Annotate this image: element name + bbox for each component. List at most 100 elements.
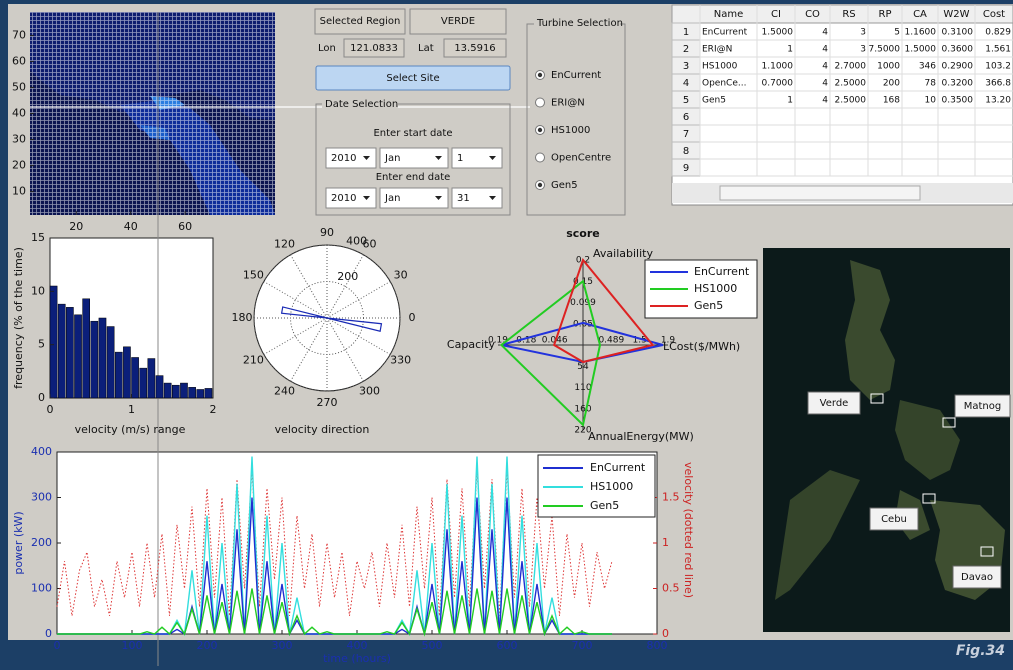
bar: [180, 383, 187, 398]
y-tick-label: 300: [31, 491, 52, 504]
row-number: 9: [683, 163, 689, 174]
y-tick-label: 40: [12, 107, 26, 120]
radio-label[interactable]: HS1000: [551, 125, 590, 136]
cell: 0.7000: [762, 79, 794, 89]
cell: 5: [894, 28, 900, 38]
radar-axis-name: AnnualEnergy(MW): [588, 430, 694, 443]
cell: 2.5000: [835, 79, 867, 89]
radio[interactable]: [536, 98, 545, 107]
cell: 0.3200: [942, 79, 974, 89]
y-tick-label: 400: [31, 445, 52, 458]
lat-label: Lat: [418, 43, 434, 54]
radio-dot[interactable]: [538, 183, 542, 187]
radio-dot[interactable]: [538, 128, 542, 132]
angle-label: 240: [274, 385, 295, 398]
place-label[interactable]: Matnog: [964, 401, 1001, 412]
x-tick-label: 600: [497, 639, 518, 652]
angle-label: 180: [232, 311, 253, 324]
radar-tick-label: 220: [574, 426, 591, 436]
radar-title: score: [566, 227, 600, 240]
angle-label: 60: [363, 237, 377, 250]
y2-tick-label: 0.5: [662, 582, 680, 595]
dropdown-value[interactable]: 2010: [331, 153, 356, 164]
cell: 1.5000: [905, 45, 937, 55]
cell: 0.3600: [942, 45, 974, 55]
dropdown-value[interactable]: 31: [457, 193, 470, 204]
cell: 2.5000: [835, 96, 867, 106]
bar: [172, 385, 179, 398]
bar: [123, 347, 130, 398]
dropdown-value[interactable]: 2010: [331, 193, 356, 204]
cell: ERI@N: [702, 45, 732, 55]
y-tick-label: 0: [38, 391, 45, 404]
place-label[interactable]: Cebu: [881, 514, 907, 525]
column-header: CO: [805, 9, 820, 20]
radio-label[interactable]: Gen5: [551, 180, 578, 191]
column-header: Cost: [983, 9, 1005, 20]
bar: [107, 327, 114, 398]
x-tick-label: 0: [47, 403, 54, 416]
column-header: RS: [842, 9, 855, 20]
cell: 168: [883, 96, 900, 106]
angle-label: 330: [390, 354, 411, 367]
angle-label: 90: [320, 226, 334, 239]
row-number: 8: [683, 146, 689, 157]
x-label: velocity direction: [275, 423, 370, 436]
radio-label[interactable]: OpenCentre: [551, 153, 611, 164]
y-tick-label: 60: [12, 54, 26, 67]
start-label: Enter start date: [373, 128, 452, 139]
cell: 0.3100: [942, 28, 974, 38]
x-tick-label: 40: [124, 220, 138, 233]
dropdown-value[interactable]: 1: [457, 153, 463, 164]
matlab-gui: Selected Region VERDE Lon 121.0833 Lat 1…: [0, 0, 1013, 666]
cell: 1.5000: [762, 28, 794, 38]
region-value: VERDE: [441, 16, 475, 27]
radio-label[interactable]: ERI@N: [551, 98, 585, 109]
bar: [91, 321, 98, 398]
dropdown-value[interactable]: Jan: [384, 193, 400, 204]
cell: 1: [787, 45, 793, 55]
bar: [189, 387, 196, 398]
cell: 4: [822, 62, 828, 72]
y-tick-label: 100: [31, 582, 52, 595]
bar: [99, 318, 106, 398]
scroll-thumb[interactable]: [720, 186, 920, 200]
lon-value: 121.0833: [350, 43, 398, 54]
bar: [197, 389, 204, 398]
dropdown-value[interactable]: Jan: [384, 153, 400, 164]
button-label[interactable]: Select Site: [386, 73, 439, 84]
lat-value: 13.5916: [454, 43, 495, 54]
y-tick-label: 70: [12, 28, 26, 41]
radar-tick-label: 160: [574, 404, 591, 414]
y-tick-label: 20: [12, 159, 26, 172]
place-label[interactable]: Verde: [820, 398, 849, 409]
y-tick-label: 10: [31, 284, 45, 297]
y-tick-label: 15: [31, 231, 45, 244]
radio-label[interactable]: EnCurrent: [551, 70, 601, 81]
radio-dot[interactable]: [538, 73, 542, 77]
legend-label: Gen5: [590, 499, 619, 512]
radio[interactable]: [536, 153, 545, 162]
bar: [115, 352, 122, 398]
y2-label: velocity (dotted red line): [682, 462, 695, 598]
column-header: W2W: [943, 9, 969, 20]
legend-label: EnCurrent: [694, 265, 750, 278]
angle-label: 150: [243, 269, 264, 282]
y-tick-label: 30: [12, 133, 26, 146]
cell: 346: [919, 62, 936, 72]
cell: 1.1000: [762, 62, 794, 72]
angle-label: 0: [409, 311, 416, 324]
y-tick-label: 5: [38, 338, 45, 351]
bar: [74, 315, 81, 398]
x-tick-label: 20: [69, 220, 83, 233]
cell: 2.7000: [835, 62, 867, 72]
column-header: CI: [771, 9, 781, 20]
cell: 4: [822, 45, 828, 55]
legend-label: HS1000: [694, 282, 737, 295]
cell: 1000: [877, 62, 900, 72]
cell: 1: [787, 96, 793, 106]
place-label[interactable]: Davao: [961, 572, 993, 583]
angle-label: 210: [243, 354, 264, 367]
x-tick-label: 2: [210, 403, 217, 416]
end-label: Enter end date: [376, 172, 451, 183]
